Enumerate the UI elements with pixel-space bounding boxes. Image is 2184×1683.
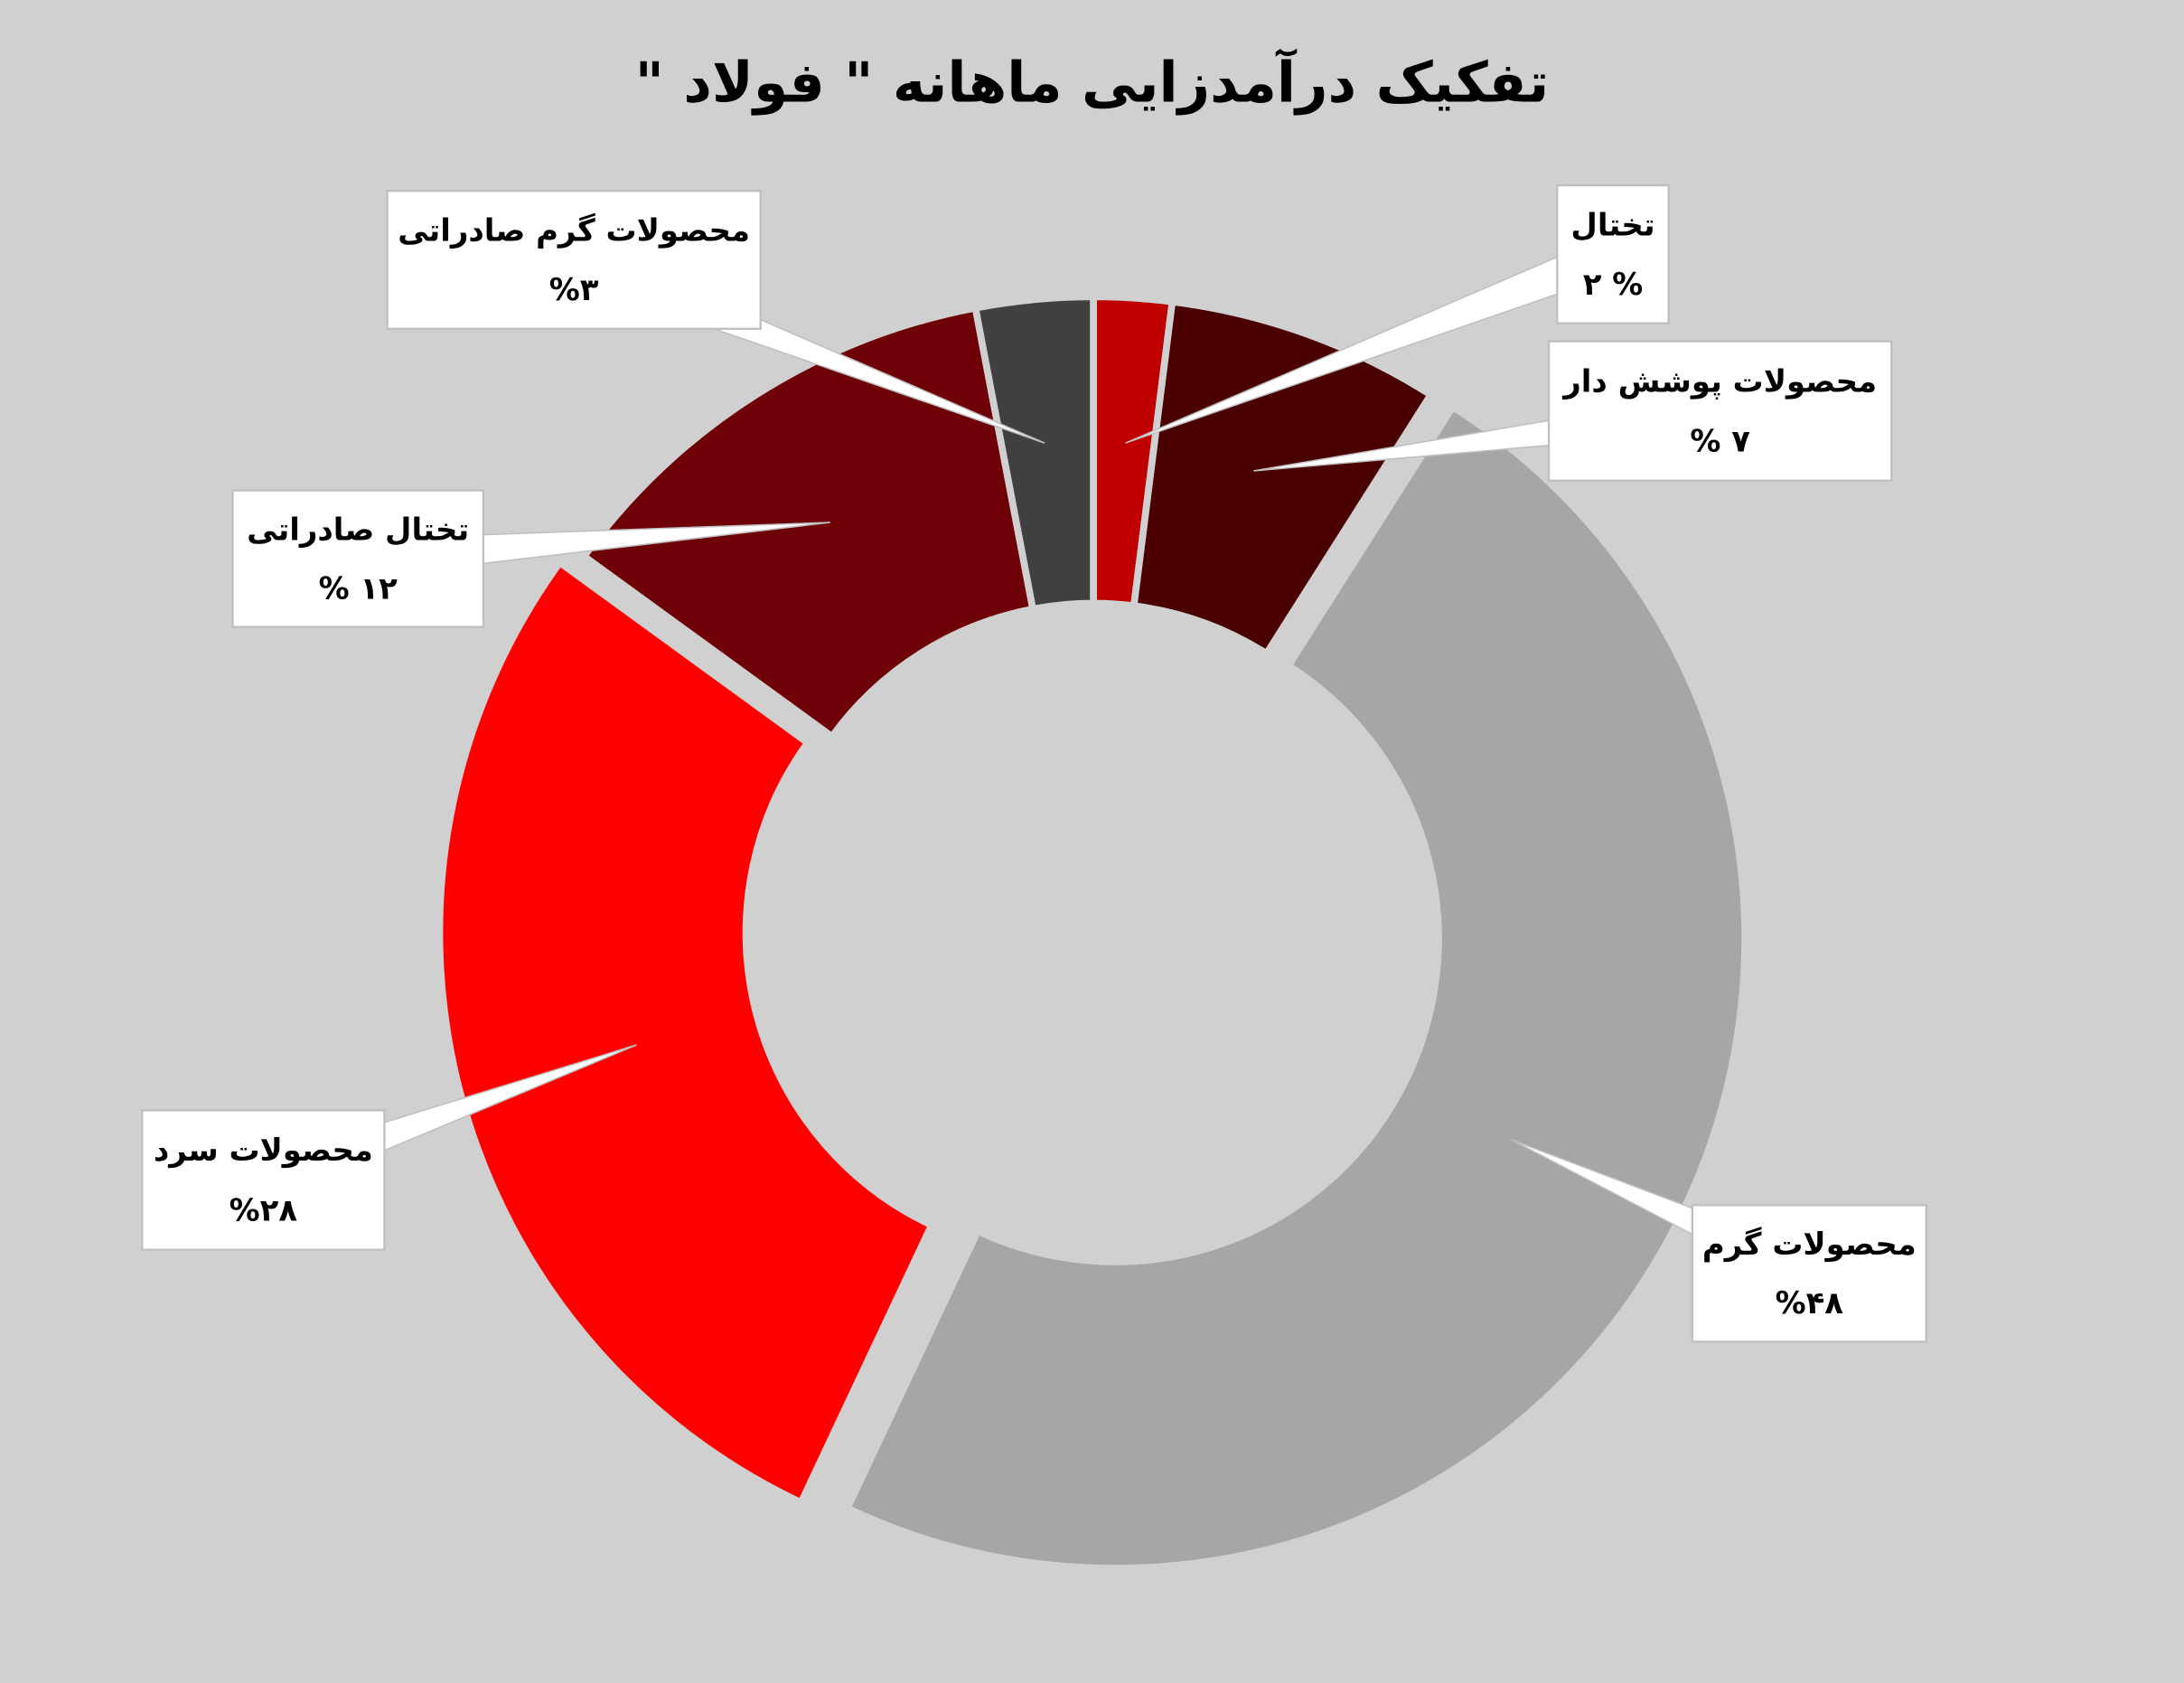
chart-title: تفکیک درآمدزایی ماهانه " فولاد " <box>635 49 1550 116</box>
label-name: محصولات گرم صادراتی <box>398 212 750 249</box>
slices <box>436 293 1748 1572</box>
label-box <box>141 1109 386 1251</box>
label-box <box>386 190 762 330</box>
label-value: % ۷ <box>1690 424 1750 459</box>
label-box <box>1547 340 1893 482</box>
label-box <box>1556 183 1670 324</box>
label-value: %۳ <box>549 272 599 307</box>
label-name: محصولات پوشش دار <box>1561 363 1877 400</box>
label-name: تختال <box>1570 207 1654 242</box>
label-value: ۲ % <box>1583 267 1643 302</box>
slice <box>579 304 1037 742</box>
labels: تختال ۲ % محصولات پوشش دار % ۷ محصولات گرم %۴… <box>141 183 1927 1343</box>
slice <box>842 401 1748 1572</box>
label-name: محصولات گرم <box>1702 1227 1917 1263</box>
slice <box>1129 297 1436 659</box>
label-value: %۴۸ <box>1776 1285 1844 1321</box>
label-name: محصولات سرد <box>154 1133 373 1169</box>
slice <box>970 293 1097 614</box>
label-name: تختال صادراتی <box>247 512 469 547</box>
label-box <box>1691 1204 1927 1343</box>
label-box <box>231 489 485 628</box>
slice <box>436 558 937 1508</box>
label-value: % ۱۲ <box>319 570 398 606</box>
label-value: %۲۸ <box>230 1193 298 1228</box>
